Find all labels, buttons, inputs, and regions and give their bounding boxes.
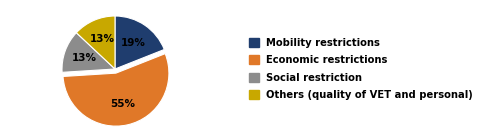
Wedge shape (62, 33, 115, 72)
Wedge shape (63, 54, 169, 126)
Text: 19%: 19% (120, 38, 146, 48)
Legend: Mobility restrictions, Economic restrictions, Social restriction, Others (qualit: Mobility restrictions, Economic restrict… (248, 38, 473, 100)
Text: 13%: 13% (72, 53, 96, 63)
Text: 55%: 55% (110, 99, 136, 109)
Text: 13%: 13% (90, 34, 114, 44)
Wedge shape (76, 16, 115, 69)
Wedge shape (115, 16, 164, 69)
